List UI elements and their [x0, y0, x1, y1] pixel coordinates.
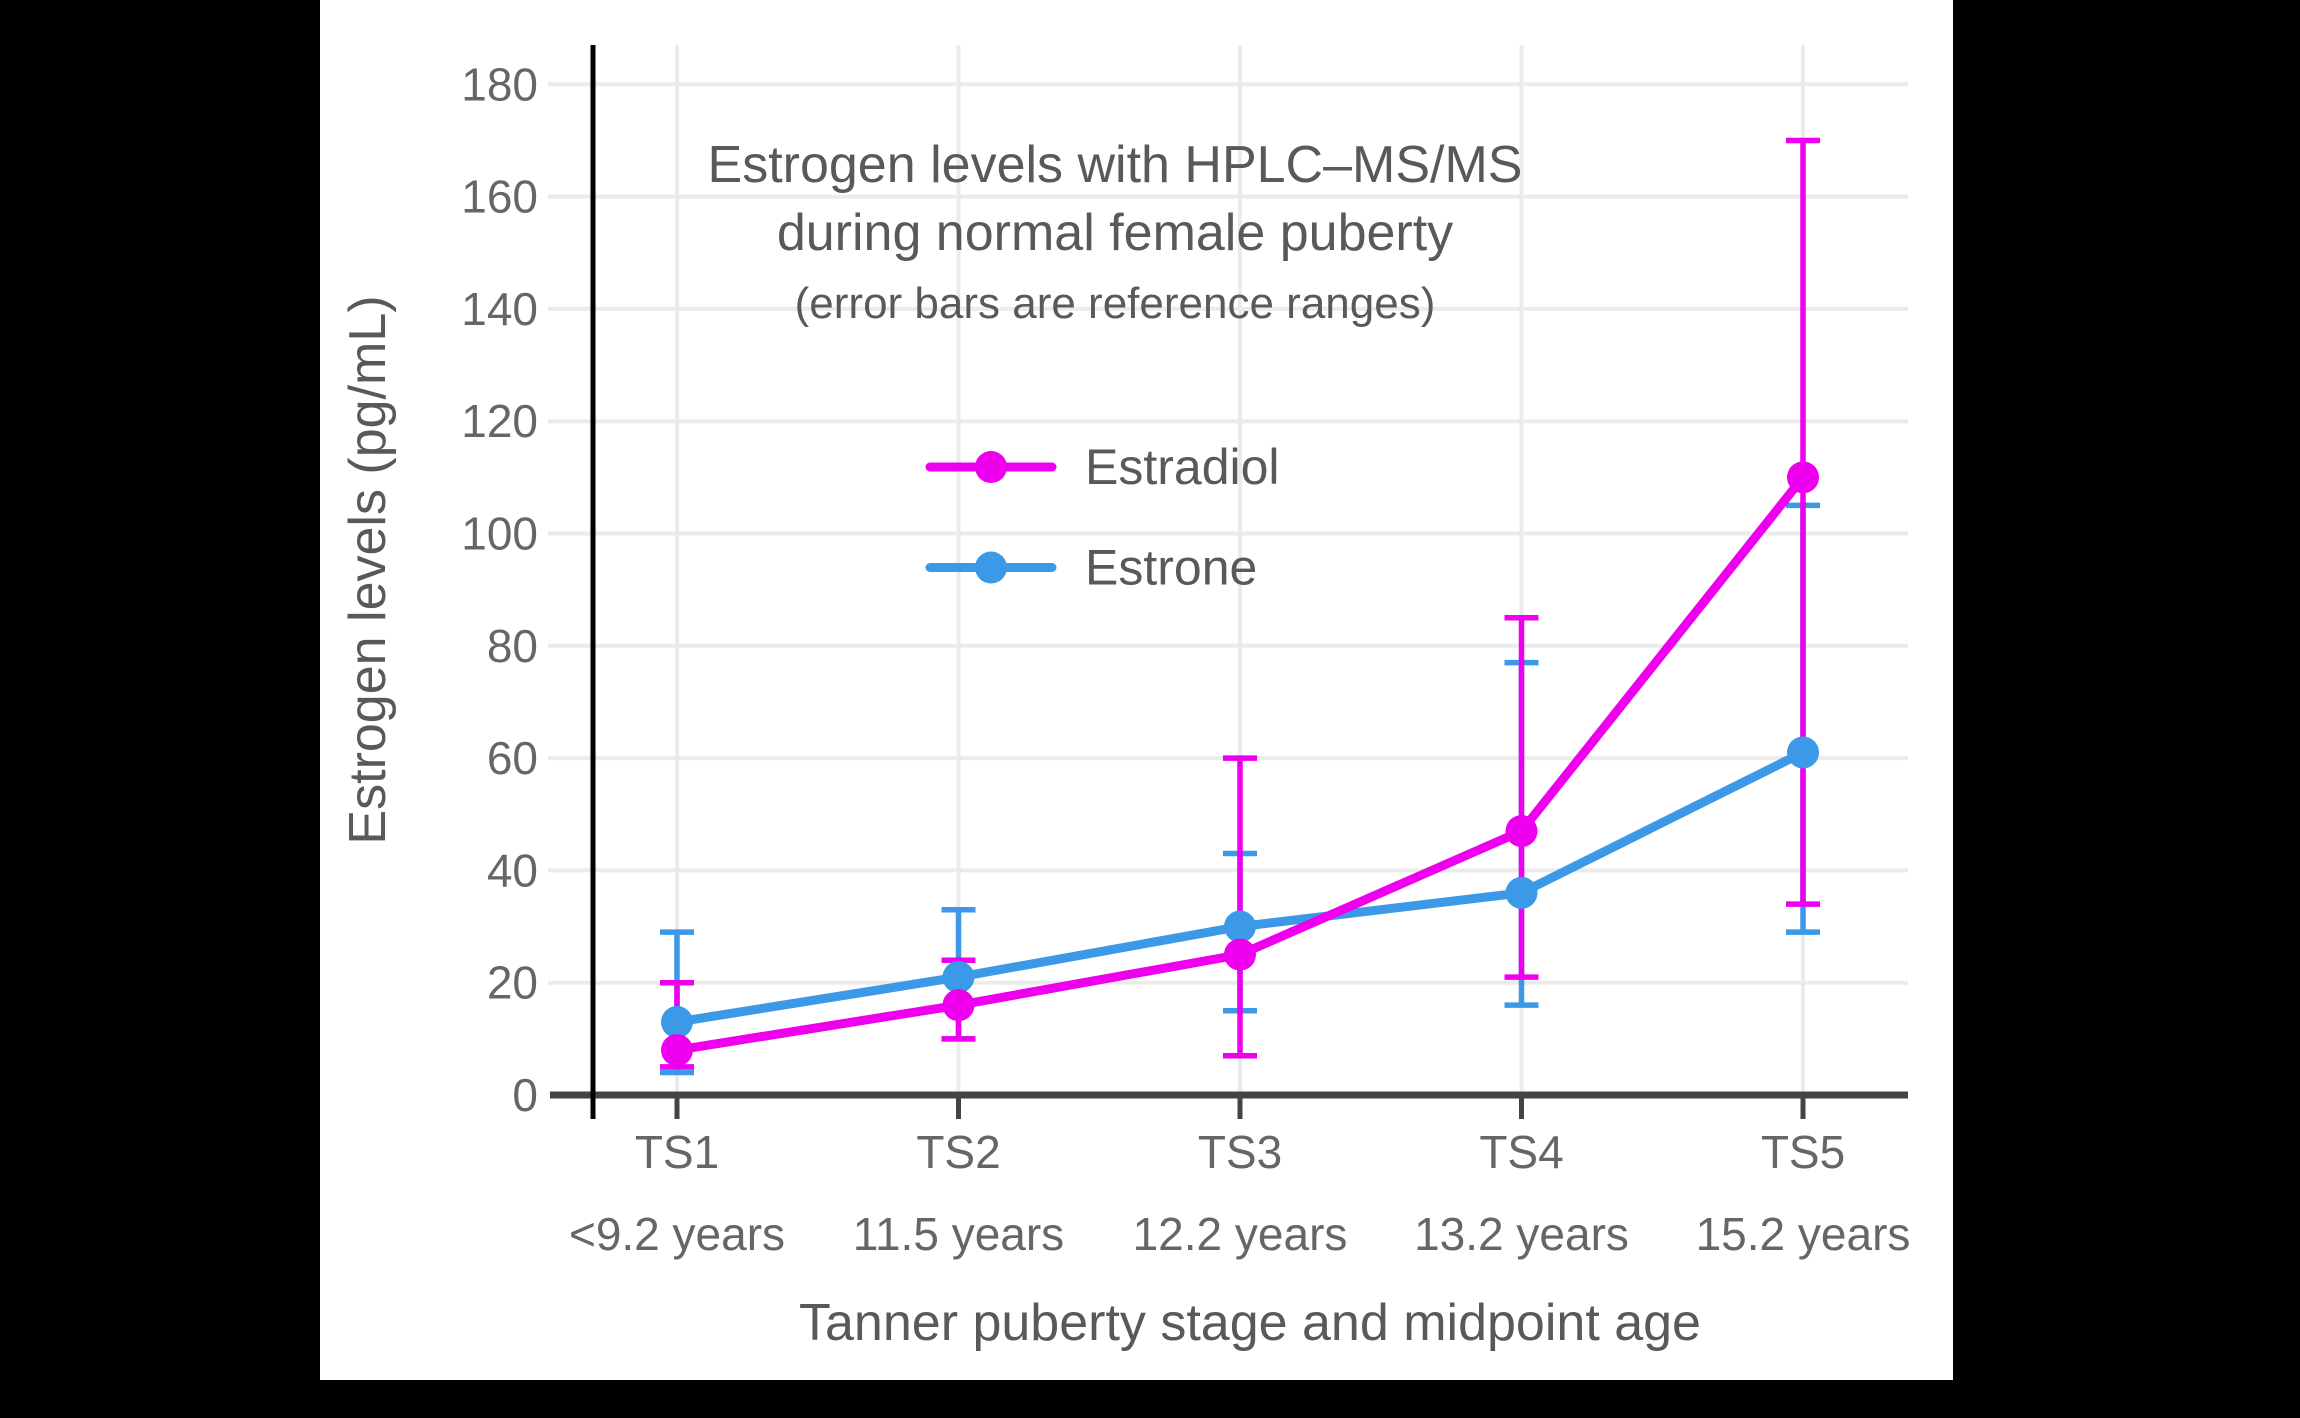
y-tick-label-0: 0 [512, 1069, 538, 1121]
y-tick-label-120: 120 [461, 395, 538, 447]
x-age-label-TS3: 12.2 years [1133, 1208, 1348, 1260]
legend-swatch-dot-estradiol [975, 451, 1007, 483]
x-tick-label-TS2: TS2 [916, 1126, 1000, 1178]
x-age-label-TS1: <9.2 years [569, 1208, 785, 1260]
estradiol-error-bar-TS4 [1504, 614, 1539, 980]
text-layer: Estrogen levels with HPLC–MS/MS during n… [339, 136, 1701, 1352]
estradiol-point-TS5 [1787, 461, 1819, 494]
series-layer [660, 137, 1820, 1076]
estrone-point-TS2 [942, 961, 975, 994]
estrone-point-TS3 [1224, 910, 1256, 943]
y-tick-label-140: 140 [461, 283, 538, 335]
y-tick-label-40: 40 [487, 844, 538, 896]
y-tick-label-160: 160 [461, 171, 538, 223]
x-age-label-TS5: 15.2 years [1696, 1208, 1911, 1260]
estradiol-point-TS1 [661, 1034, 693, 1067]
y-tick-label-60: 60 [487, 732, 538, 784]
legend-label-estradiol: Estradiol [1085, 439, 1280, 495]
legend-swatch-dot-estrone [975, 551, 1007, 584]
chart-title-line2: during normal female puberty [777, 204, 1453, 262]
x-age-label-TS4: 13.2 years [1414, 1208, 1629, 1260]
x-age-label-TS2: 11.5 years [853, 1208, 1064, 1260]
legend-label-estrone: Estrone [1085, 540, 1257, 596]
x-tick-label-TS1: TS1 [635, 1126, 719, 1178]
chart-title-line1: Estrogen levels with HPLC–MS/MS [708, 136, 1523, 194]
legend: Estradiol Estrone [925, 439, 1280, 596]
y-tick-label-180: 180 [461, 58, 538, 110]
estrone-point-TS1 [661, 1006, 693, 1039]
estradiol-error-bar-TS3 [1223, 755, 1257, 1059]
estradiol-point-TS3 [1224, 938, 1256, 971]
y-tick-label-100: 100 [461, 508, 538, 560]
estradiol-point-TS4 [1505, 815, 1538, 848]
y-tick-label-80: 80 [487, 620, 538, 672]
axis-layer: 0 20 40 60 80 100 120 140 160 180 TS1 <9.2 years TS2… [461, 45, 1910, 1260]
x-tick-label-TS4: TS4 [1479, 1126, 1563, 1178]
estradiol-error-bar-TS5 [1786, 137, 1820, 907]
estrone-point-TS5 [1787, 736, 1819, 769]
x-tick-label-TS5: TS5 [1761, 1126, 1845, 1178]
x-axis-title: Tanner puberty stage and midpoint age [799, 1294, 1701, 1352]
y-axis-title: Estrogen levels (pg/mL) [339, 295, 397, 844]
chart-subtitle: (error bars are reference ranges) [795, 279, 1436, 328]
estrone-point-TS4 [1505, 876, 1538, 909]
x-tick-label-TS3: TS3 [1198, 1126, 1282, 1178]
estradiol-point-TS2 [942, 989, 975, 1022]
y-tick-label-20: 20 [487, 957, 538, 1009]
